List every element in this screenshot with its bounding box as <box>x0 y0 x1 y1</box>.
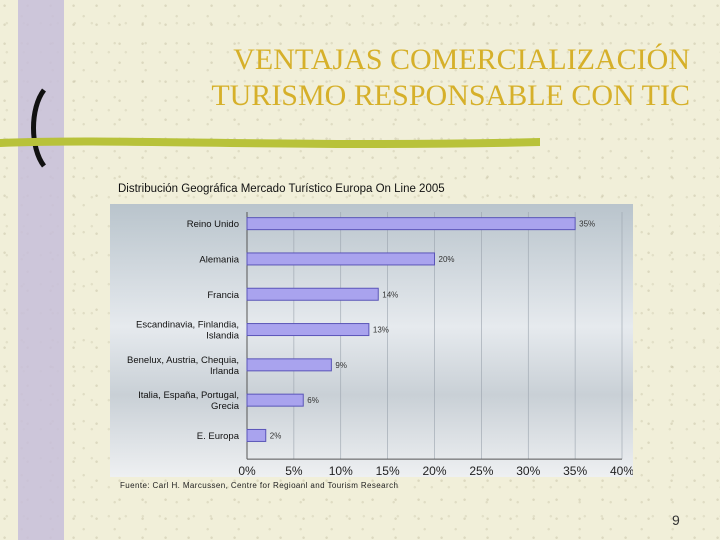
bar <box>246 217 576 231</box>
x-tick-label: 35% <box>563 464 587 477</box>
chart-background <box>110 204 633 477</box>
title-line-2: TURISMO RESPONSABLE CON TIC <box>211 79 690 112</box>
bar-chart: 35% Reino Unido 20% Alemania 14% Francia 13% Es… <box>110 204 633 477</box>
x-tick-label: 15% <box>376 464 400 477</box>
x-tick-label: 5% <box>285 464 303 477</box>
category-label: Escandinavia, Finlandia, Islandia <box>136 320 240 342</box>
category-label: Benelux, Austria, Chequia, Irlanda <box>127 355 240 377</box>
x-tick-label: 40% <box>610 464 633 477</box>
bracket-ornament <box>31 88 47 168</box>
category-label: Italia, España, Portugal, Grecia <box>138 390 240 412</box>
data-label: 6% <box>307 396 319 405</box>
x-tick-label: 20% <box>422 464 446 477</box>
category-label: Reino Unido <box>187 219 239 230</box>
bar <box>246 252 435 266</box>
data-label: 35% <box>579 220 595 229</box>
category-label: Alemania <box>199 254 239 265</box>
data-label: 20% <box>439 255 455 264</box>
decorative-side-strip <box>18 0 64 540</box>
x-tick-label: 30% <box>516 464 540 477</box>
data-label: 13% <box>373 326 389 335</box>
data-label: 14% <box>382 290 398 299</box>
bar <box>246 428 267 442</box>
bar <box>246 393 304 407</box>
x-tick-label: 25% <box>469 464 493 477</box>
slide-title: VENTAJAS COMERCIALIZACIÓN TURISMO RESPON… <box>120 42 690 114</box>
page-number: 9 <box>672 512 680 528</box>
chart-source: Fuente: Carl H. Marcussen, Centre for Re… <box>120 481 399 490</box>
bar <box>246 287 379 301</box>
bar <box>246 323 370 337</box>
bar <box>246 358 332 372</box>
category-label: Francia <box>207 290 239 301</box>
title-line-1: VENTAJAS COMERCIALIZACIÓN <box>233 43 690 76</box>
data-label: 9% <box>335 361 347 370</box>
x-tick-label: 0% <box>238 464 256 477</box>
title-divider <box>0 137 540 148</box>
category-label: E. Europa <box>197 431 240 442</box>
chart-title: Distribución Geográfica Mercado Turístic… <box>118 183 445 195</box>
x-tick-label: 10% <box>329 464 353 477</box>
data-label: 2% <box>270 431 282 440</box>
